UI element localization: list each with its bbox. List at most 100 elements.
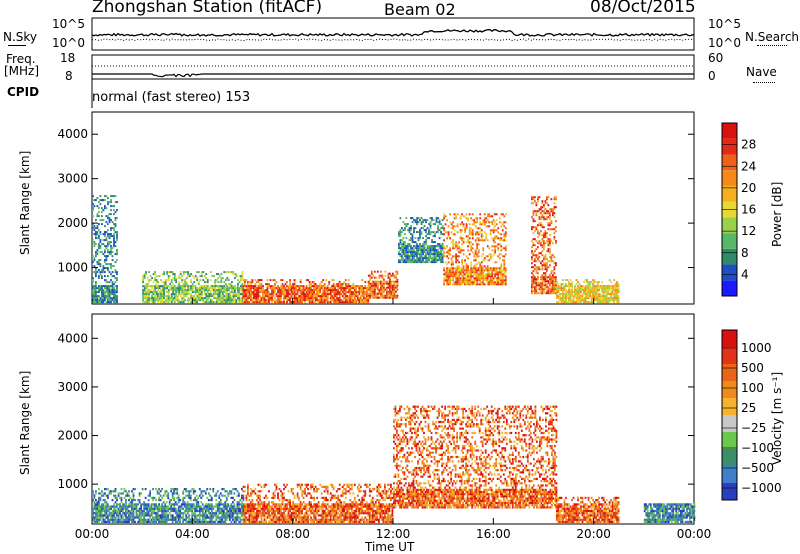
- heatmap-cell: [203, 293, 206, 296]
- heatmap-cell: [550, 220, 553, 223]
- heatmap-cell: [616, 299, 618, 302]
- heatmap-cell: [253, 301, 255, 304]
- heatmap-cell: [543, 288, 545, 291]
- heatmap-cell: [417, 253, 420, 256]
- heatmap-cell: [492, 239, 495, 242]
- heatmap-cell: [197, 518, 200, 521]
- heatmap-cell: [104, 231, 106, 234]
- heatmap-cell: [280, 301, 282, 304]
- heatmap-cell: [217, 287, 220, 290]
- heatmap-cell: [199, 279, 202, 282]
- heatmap-cell: [438, 245, 441, 248]
- heatmap-cell: [419, 243, 421, 246]
- heatmap-cell: [239, 520, 242, 523]
- heatmap-cell: [219, 516, 222, 519]
- heatmap-cell: [440, 261, 442, 264]
- heatmap-cell: [240, 277, 242, 280]
- heatmap-cell: [209, 285, 212, 288]
- heatmap-cell: [184, 271, 187, 274]
- heatmap-cell: [364, 297, 367, 300]
- heatmap-cell: [229, 285, 232, 288]
- heatmap-cell: [344, 299, 347, 302]
- heatmap-cell: [125, 507, 127, 510]
- heatmap-cell: [189, 490, 192, 493]
- heatmap-cell: [590, 281, 593, 284]
- heatmap-cell: [393, 288, 396, 291]
- heatmap-cell: [221, 299, 224, 302]
- heatmap-cell: [373, 296, 376, 299]
- heatmap-cell: [299, 285, 302, 288]
- heatmap-cell: [375, 276, 378, 279]
- heatmap-cell: [456, 265, 459, 268]
- nave-label: Nave: [746, 65, 777, 79]
- heatmap-cell: [361, 301, 364, 304]
- heatmap-cell: [471, 243, 474, 246]
- heatmap-cell: [429, 251, 432, 254]
- heatmap-cell: [248, 285, 251, 288]
- heatmap-cell: [462, 265, 465, 268]
- heatmap-cell: [177, 509, 180, 513]
- heatmap-cell: [465, 275, 468, 278]
- heatmap-cell: [210, 514, 213, 517]
- heatmap-cell: [552, 290, 554, 293]
- heatmap-cell: [489, 277, 492, 280]
- heatmap-cell: [334, 299, 337, 302]
- heatmap-cell: [166, 279, 168, 282]
- heatmap-cell: [95, 509, 97, 513]
- heatmap-cell: [596, 295, 599, 298]
- heatmap-cell: [183, 488, 186, 491]
- heatmap-cell: [259, 289, 261, 292]
- heatmap-cell: [245, 503, 248, 506]
- heatmap-cell: [480, 235, 483, 238]
- heatmap-cell: [416, 249, 418, 252]
- heatmap-cell: [544, 264, 547, 267]
- heatmap-cell: [559, 293, 561, 296]
- heatmap-cell: [593, 285, 596, 288]
- heatmap-cell: [572, 299, 575, 302]
- heatmap-cell: [479, 231, 482, 234]
- heatmap-cell: [148, 293, 150, 296]
- heatmap-cell: [235, 507, 237, 510]
- heatmap-cell: [495, 269, 498, 272]
- heatmap-cell: [222, 512, 225, 515]
- nsky-label: N.Sky: [3, 30, 38, 44]
- heatmap-cell: [553, 212, 556, 215]
- heatmap-cell: [616, 289, 618, 292]
- heatmap-cell: [153, 507, 156, 510]
- heatmap-cell: [555, 240, 557, 243]
- heatmap-cell: [129, 501, 132, 504]
- heatmap-cell: [185, 285, 188, 288]
- heatmap-cell: [149, 507, 151, 510]
- heatmap-cell: [290, 291, 293, 294]
- heatmap-cell: [617, 295, 620, 298]
- heatmap-cell: [547, 196, 550, 199]
- heatmap-cell: [323, 295, 326, 298]
- heatmap-cell: [438, 257, 441, 260]
- heatmap-cell: [298, 295, 300, 298]
- heatmap-cell: [242, 516, 245, 519]
- heatmap-cell: [116, 289, 118, 292]
- heatmap-cell: [482, 267, 485, 270]
- heatmap-cell: [613, 279, 615, 282]
- heatmap-cell: [98, 277, 100, 280]
- heatmap-cell: [498, 271, 501, 274]
- heatmap-cell: [278, 299, 281, 302]
- heatmap-cell: [281, 293, 284, 296]
- heatmap-cell: [458, 241, 460, 244]
- heatmap-cell: [492, 229, 495, 232]
- heatmap-cell: [116, 249, 118, 252]
- heatmap-cell: [535, 212, 538, 215]
- heatmap-cell: [114, 217, 117, 220]
- heatmap-cell: [461, 213, 463, 216]
- heatmap-cell: [132, 518, 135, 521]
- heatmap-cell: [532, 278, 535, 281]
- heatmap-cell: [557, 295, 560, 298]
- heatmap-cell: [114, 201, 117, 204]
- heatmap-cell: [500, 269, 503, 272]
- heatmap-cell: [465, 267, 468, 270]
- heatmap-cell: [146, 283, 149, 286]
- heatmap-cell: [154, 301, 156, 304]
- heatmap-cell: [128, 490, 130, 493]
- heatmap-cell: [335, 293, 338, 296]
- heatmap-cell: [155, 281, 158, 284]
